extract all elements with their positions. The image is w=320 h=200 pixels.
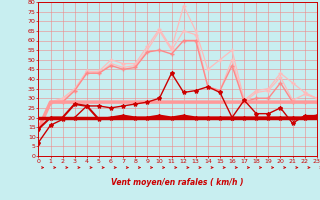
X-axis label: Vent moyen/en rafales ( km/h ): Vent moyen/en rafales ( km/h )	[111, 178, 244, 187]
